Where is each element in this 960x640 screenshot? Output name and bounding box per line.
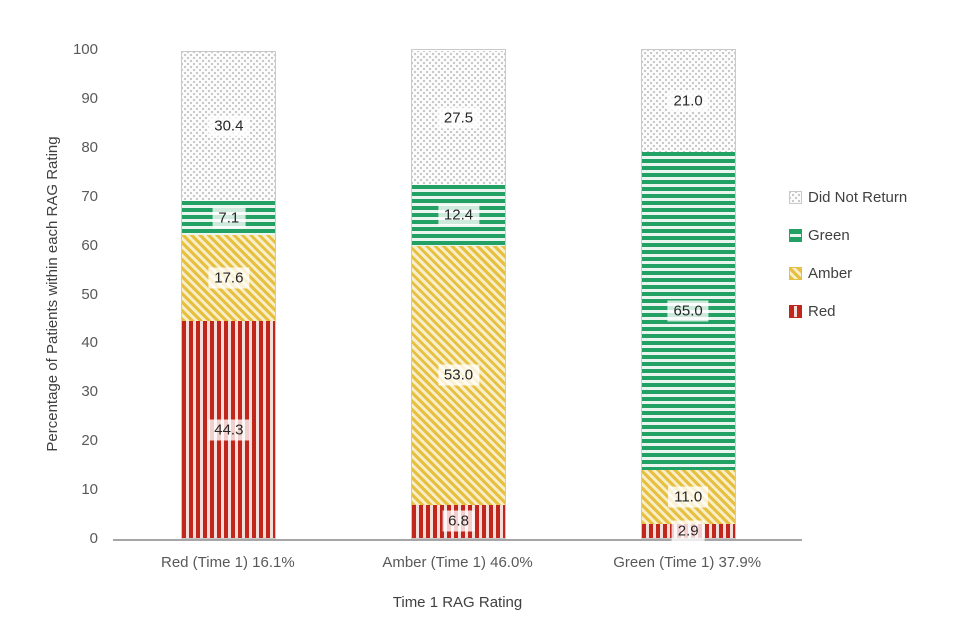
legend-item-red: Red	[789, 301, 907, 321]
legend: Did Not Return Green Amber Red	[789, 187, 907, 339]
data-label: 7.1	[212, 207, 246, 229]
x-axis-title: Time 1 RAG Rating	[392, 594, 523, 611]
bar-segment-red: 44.3	[182, 321, 276, 538]
bar-segment-red: 6.8	[412, 504, 505, 538]
y-tick-label: 90	[81, 89, 98, 107]
y-tick-label: 0	[89, 530, 98, 547]
legend-swatch-did-not-return-icon	[789, 190, 802, 204]
bar-segment-did-not-return: 30.4	[182, 51, 276, 201]
y-tick-label: 40	[81, 334, 98, 352]
data-label: 53.0	[437, 364, 480, 386]
x-category-label: Amber (Time 1) 46.0%	[382, 554, 533, 571]
legend-label: Amber	[808, 264, 853, 282]
y-tick-label: 70	[81, 187, 98, 205]
data-label: 30.4	[208, 115, 250, 137]
legend-label: Green	[808, 226, 850, 244]
data-label: 2.9	[671, 520, 705, 542]
plot-area: 44.3 17.6 7.1 30.4 6.8 53.0 12.4 27.5 2.9 11.0 65.…	[113, 48, 802, 542]
legend-item-amber: Amber	[789, 263, 907, 283]
data-label: 21.0	[667, 90, 709, 112]
legend-swatch-green-icon	[789, 228, 802, 242]
stacked-bar: 6.8 53.0 12.4 27.5	[411, 49, 506, 539]
x-axis-labels: Red (Time 1) 16.1% Amber (Time 1) 46.0% Gr…	[113, 554, 802, 574]
bar-segment-amber: 17.6	[182, 235, 276, 322]
stacked-bar: 44.3 17.6 7.1 30.4	[181, 50, 277, 539]
bar-segment-green: 65.0	[641, 152, 735, 471]
data-label: 6.8	[442, 510, 475, 532]
data-label: 11.0	[668, 486, 709, 508]
bar-segment-did-not-return: 27.5	[412, 50, 505, 185]
bar-segment-did-not-return: 21.0	[641, 49, 735, 153]
legend-label: Did Not Return	[808, 188, 908, 206]
y-tick-label: 60	[81, 236, 98, 254]
data-label: 12.4	[437, 204, 480, 226]
x-category-label: Green (Time 1) 37.9%	[613, 554, 762, 571]
data-label: 17.6	[208, 267, 250, 289]
y-tick-label: 20	[81, 432, 98, 450]
data-label: 44.3	[208, 419, 250, 441]
legend-swatch-red-icon	[789, 304, 802, 318]
y-tick-label: 50	[81, 285, 98, 303]
bar-segment-red: 2.9	[641, 520, 735, 542]
legend-label: Red	[808, 302, 836, 320]
bar-segment-amber: 53.0	[412, 245, 505, 505]
x-category-label: Red (Time 1) 16.1%	[161, 554, 295, 571]
y-tick-label: 30	[81, 383, 98, 401]
bar-segment-green: 12.4	[412, 184, 505, 246]
y-tick-label: 10	[81, 481, 98, 499]
y-tick-label: 100	[72, 41, 98, 58]
legend-swatch-amber-icon	[789, 266, 802, 280]
y-axis-ticks: 0 10 20 30 40 50 60 70 80 90 100	[38, 41, 98, 547]
data-label: 27.5	[437, 107, 480, 129]
data-label: 65.0	[667, 300, 709, 322]
bar-segment-green: 7.1	[182, 200, 276, 236]
bar-segment-amber: 11.0	[641, 470, 735, 524]
stacked-bar: 2.9 11.0 65.0 21.0	[640, 48, 736, 542]
y-tick-label: 80	[81, 138, 98, 156]
legend-item-green: Green	[789, 225, 907, 245]
legend-item-did-not-return: Did Not Return	[789, 187, 907, 207]
